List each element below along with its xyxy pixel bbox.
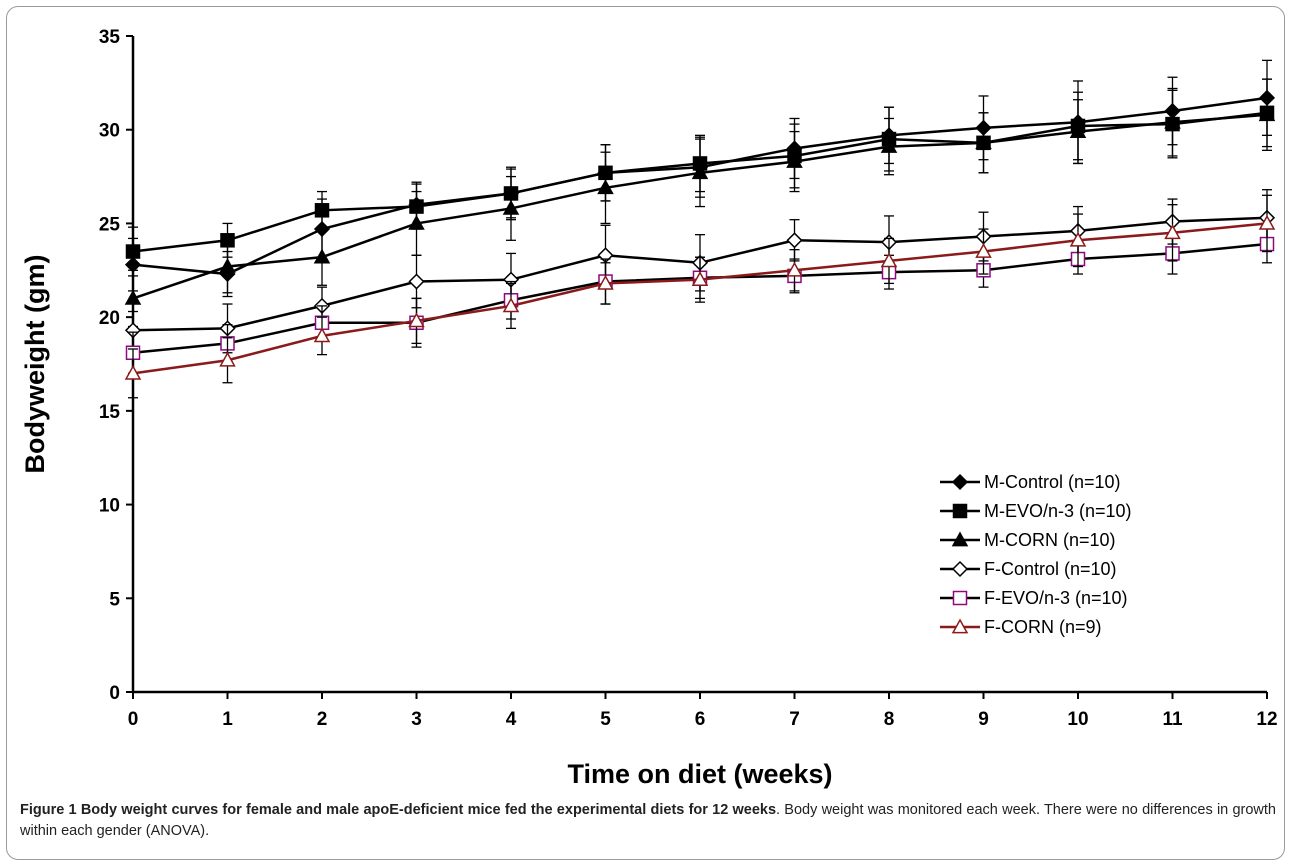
legend-label: F-EVO/n-3 (n=10) (984, 588, 1128, 608)
data-point (691, 271, 709, 287)
x-tick-label: 12 (1256, 709, 1277, 730)
data-point (1164, 113, 1181, 129)
series-5 (124, 194, 1276, 399)
data-point (125, 244, 141, 259)
x-tick-label: 9 (978, 709, 989, 730)
data-point (502, 199, 520, 215)
y-tick-label: 35 (99, 27, 121, 48)
data-point (1164, 224, 1181, 240)
y-tick-label: 5 (109, 589, 120, 610)
data-point (124, 289, 142, 305)
legend-label: M-EVO/n-3 (n=10) (984, 501, 1132, 521)
data-point (786, 153, 803, 168)
legend-marker (952, 503, 968, 519)
data-point (597, 274, 614, 290)
data-point (219, 257, 236, 273)
x-tick-label: 11 (1162, 709, 1183, 730)
legend-item: M-CORN (n=10) (940, 530, 1116, 550)
data-point (786, 232, 803, 249)
legend-marker (951, 560, 969, 578)
series-2 (124, 78, 1276, 328)
legend-label: F-CORN (n=9) (984, 617, 1102, 637)
legend-item: M-EVO/n-3 (n=10) (940, 501, 1132, 521)
x-tick-label: 7 (789, 709, 800, 730)
x-axis-title: Time on diet (weeks) (567, 759, 832, 789)
data-point (786, 261, 803, 277)
data-point (313, 248, 331, 264)
caption-label: Figure 1 Body weight curves for female a… (20, 802, 777, 818)
data-point (975, 134, 992, 150)
x-tick-label: 3 (411, 709, 422, 730)
data-point (219, 351, 236, 367)
chart-legend: M-Control (n=10) M-EVO/n-3 (n=10) M-CORN (… (940, 472, 1132, 637)
figure-frame (6, 6, 1285, 860)
y-axis-title: Bodyweight (gm) (20, 255, 50, 474)
legend-marker (951, 473, 969, 491)
legend-marker (952, 590, 968, 606)
data-point (408, 273, 425, 290)
data-point (1258, 106, 1276, 122)
y-tick-label: 0 (109, 683, 120, 704)
x-tick-label: 1 (222, 709, 233, 730)
x-tick-label: 0 (128, 709, 139, 730)
y-tick-label: 10 (99, 496, 120, 517)
data-point (1069, 123, 1087, 138)
y-tick-label: 15 (99, 402, 121, 423)
data-point (502, 297, 520, 313)
x-tick-label: 5 (600, 709, 611, 730)
data-point (1258, 214, 1276, 230)
x-tick-label: 4 (506, 709, 517, 730)
legend-item: F-Control (n=10) (940, 559, 1117, 579)
legend-marker (951, 531, 969, 547)
figure-caption: Figure 1 Body weight curves for female a… (20, 800, 1276, 842)
x-tick-label: 2 (317, 709, 328, 730)
legend-item: F-CORN (n=9) (940, 617, 1102, 637)
y-tick-label: 20 (99, 308, 120, 329)
data-point (408, 214, 425, 230)
y-tick-label: 25 (99, 214, 121, 235)
x-tick-label: 10 (1067, 709, 1088, 730)
y-tick-label: 30 (99, 121, 120, 142)
x-tick-label: 6 (695, 709, 706, 730)
data-point (880, 252, 898, 268)
x-tick-label: 8 (884, 709, 895, 730)
data-point (314, 203, 330, 218)
legend-label: F-Control (n=10) (984, 559, 1117, 579)
data-point (691, 164, 709, 180)
legend-label: M-CORN (n=10) (984, 530, 1116, 550)
legend-label: M-Control (n=10) (984, 472, 1121, 492)
chart-series (124, 59, 1276, 399)
data-point (408, 312, 425, 328)
data-point (597, 179, 614, 195)
data-point (1069, 231, 1087, 247)
data-point (880, 138, 898, 153)
caption-text: . Body weight was monitored each week. T… (20, 802, 1276, 839)
legend-item: M-Control (n=10) (940, 472, 1121, 492)
data-point (124, 364, 142, 380)
data-point (313, 327, 331, 343)
legend-marker (951, 618, 969, 634)
data-point (975, 242, 992, 258)
legend-item: F-EVO/n-3 (n=10) (940, 588, 1128, 608)
